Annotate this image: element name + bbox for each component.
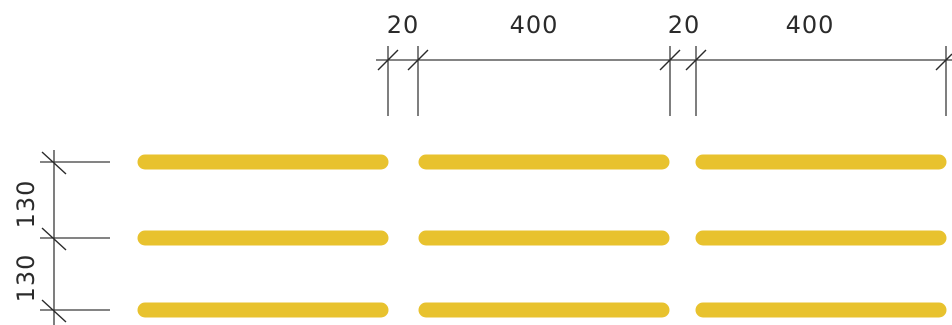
spacing-label-2: 130 [12, 254, 40, 303]
vertical-dimension-chain: 130 130 [12, 150, 110, 325]
row-tick-mark-3 [41, 299, 67, 323]
tick-mark-4 [685, 49, 707, 71]
gap-label-2: 20 [668, 11, 701, 39]
row-tick-mark-1 [41, 151, 67, 175]
tick-mark-2 [407, 49, 429, 71]
length-label-1: 400 [510, 11, 559, 39]
tick-mark-3 [659, 49, 681, 71]
gap-label-1: 20 [387, 11, 420, 39]
spacing-label-1: 130 [12, 180, 40, 229]
tick-mark-1 [377, 49, 399, 71]
row-tick-mark-2 [41, 227, 67, 251]
length-label-2: 400 [786, 11, 835, 39]
tick-mark-5 [935, 53, 952, 71]
horizontal-dimension-chain: 20 400 20 400 [376, 11, 952, 116]
strip-grid [137, 154, 947, 318]
